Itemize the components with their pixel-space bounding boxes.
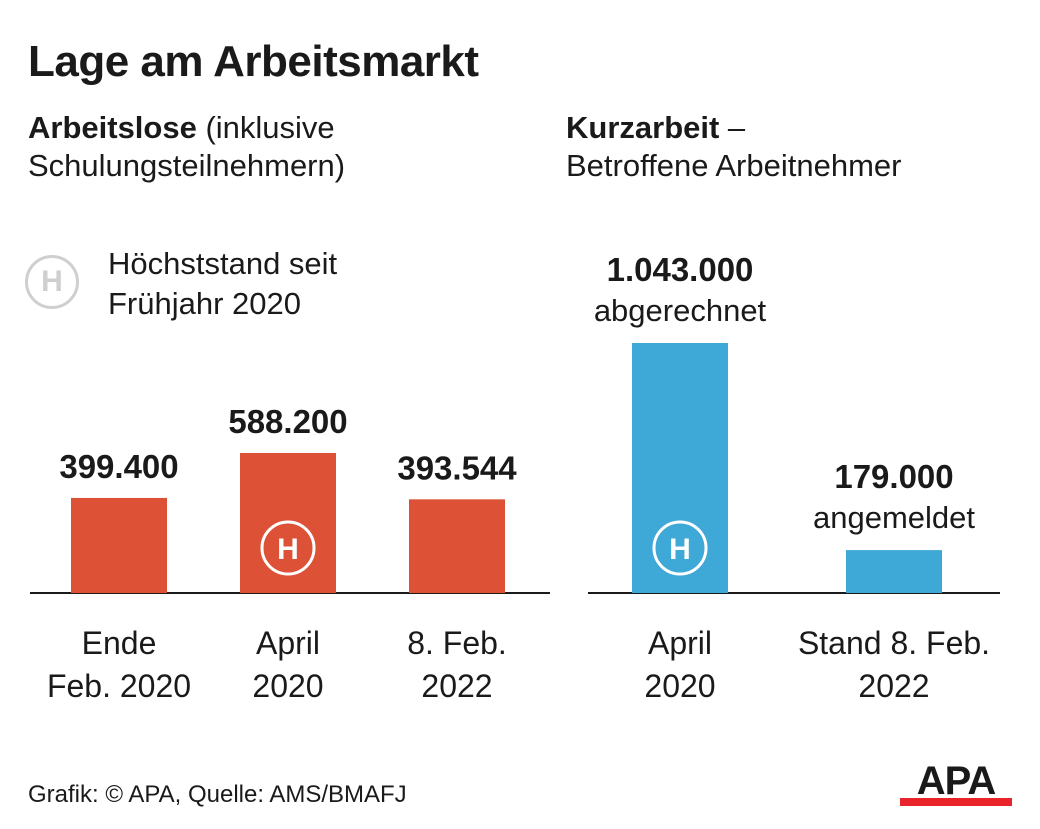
left-chart-subtitle: Arbeitslose (inklusive Schulungsteilnehm…: [28, 109, 345, 185]
left-highlight-icon-letter: H: [277, 533, 299, 566]
left-chart-subtitle-line2: Schulungsteilnehmern): [28, 148, 346, 183]
right-category-label-0-line2: 2020: [644, 668, 715, 704]
highlight-legend-icon: H: [25, 255, 79, 309]
right-chart-subtitle-bold: Kurzarbeit: [566, 110, 720, 145]
left-value-label-0: 399.400: [59, 448, 178, 485]
left-category-label-1-line1: April: [256, 625, 320, 661]
right-bar-1: [846, 550, 942, 593]
left-bar-0: [71, 497, 167, 593]
right-chart-subtitle-rest: –: [719, 110, 746, 145]
legend-text-line2: Frühjahr 2020: [108, 286, 302, 321]
apa-logo: APA: [900, 760, 1012, 806]
right-category-label-1-line2: 2022: [858, 668, 929, 704]
right-value-sublabel-0: abgerechnet: [594, 293, 767, 328]
left-category-label-2-line2: 2022: [421, 668, 492, 704]
left-highlight-icon-circle: [260, 520, 316, 576]
left-category-label-0-line1: Ende: [82, 625, 157, 661]
left-category-label-2-line1: 8. Feb.: [407, 625, 507, 661]
legend-text-line1: Höchststand seit: [108, 246, 338, 281]
left-category-label-0-line2: Feb. 2020: [47, 668, 191, 704]
left-chart-subtitle-rest: (inklusive: [196, 110, 335, 145]
right-value-label-0: 1.043.000: [607, 251, 754, 288]
apa-logo-bar: [900, 798, 1012, 806]
right-value-sublabel-1: angemeldet: [813, 500, 975, 535]
right-category-label-1-line1: Stand 8. Feb.: [798, 625, 990, 661]
source-footer: Grafik: © APA, Quelle: AMS/BMAFJ: [28, 781, 407, 808]
left-bar-2: [409, 499, 505, 593]
right-category-label-0-line1: April: [648, 625, 712, 661]
right-value-label-1: 179.000: [834, 458, 953, 495]
right-highlight-icon-circle: [652, 520, 708, 576]
apa-logo-text: APA: [917, 760, 996, 803]
right-bar-0: [632, 343, 728, 593]
legend-text: Höchststand seit Frühjahr 2020: [108, 244, 337, 324]
right-chart-subtitle-line2: Betroffene Arbeitnehmer: [566, 148, 902, 183]
left-value-label-1: 588.200: [228, 403, 347, 440]
right-highlight-icon-letter: H: [669, 533, 691, 566]
right-chart-subtitle: Kurzarbeit – Betroffene Arbeitnehmer: [566, 109, 901, 185]
left-chart-subtitle-bold: Arbeitslose: [28, 110, 197, 145]
left-value-label-2: 393.544: [397, 449, 517, 486]
left-category-label-1-line2: 2020: [252, 668, 323, 704]
chart-title: Lage am Arbeitsmarkt: [28, 37, 479, 86]
